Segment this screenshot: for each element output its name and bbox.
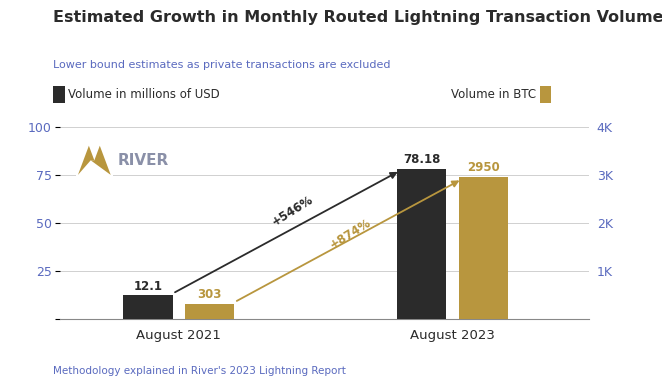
Text: 12.1: 12.1: [133, 280, 162, 293]
Text: +546%: +546%: [269, 193, 316, 228]
Text: RIVER: RIVER: [118, 152, 169, 168]
Text: Methodology explained in River's 2023 Lightning Report: Methodology explained in River's 2023 Li…: [53, 366, 346, 376]
Polygon shape: [78, 146, 95, 175]
Polygon shape: [91, 146, 111, 175]
Text: 303: 303: [197, 288, 222, 301]
Bar: [397, 169, 446, 319]
Text: Volume in BTC: Volume in BTC: [451, 88, 536, 101]
Text: 78.18: 78.18: [402, 153, 440, 166]
Bar: [123, 296, 173, 319]
Text: +874%: +874%: [328, 216, 374, 252]
Bar: [459, 177, 508, 319]
Text: Estimated Growth in Monthly Routed Lightning Transaction Volume: Estimated Growth in Monthly Routed Light…: [53, 10, 662, 25]
Text: Volume in millions of USD: Volume in millions of USD: [68, 88, 220, 101]
Text: Lower bound estimates as private transactions are excluded: Lower bound estimates as private transac…: [53, 60, 391, 70]
Bar: [185, 304, 234, 319]
Text: 2950: 2950: [467, 161, 500, 174]
